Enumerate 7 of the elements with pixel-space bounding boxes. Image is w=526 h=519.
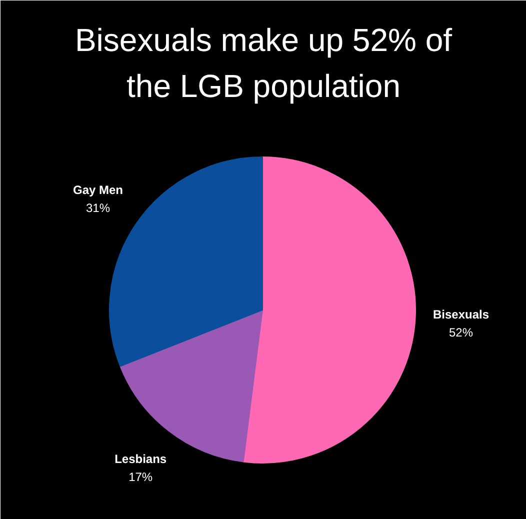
data-label: 17% (128, 470, 153, 484)
data-label: 52% (449, 325, 474, 340)
slice-label: Lesbians (114, 452, 167, 466)
slice-label: Bisexuals (432, 307, 490, 322)
data-label: 31% (86, 201, 110, 216)
chart-title: Bisexuals make up 52% of the LGB population (74, 22, 452, 104)
slice-label: Gay Men (72, 183, 123, 198)
